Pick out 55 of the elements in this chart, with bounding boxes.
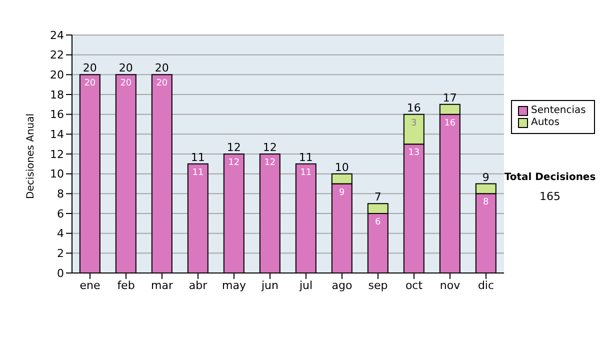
x-tick-label: feb xyxy=(117,278,135,292)
y-tick-label: 20 xyxy=(50,68,64,82)
data-label: 20 xyxy=(120,78,132,89)
data-label: 20 xyxy=(84,78,96,89)
total-label: 20 xyxy=(118,62,133,75)
x-tick-label: dic xyxy=(478,278,494,292)
total-label: 17 xyxy=(442,91,457,104)
x-tick-label: abr xyxy=(188,278,208,292)
x-tick-label: jun xyxy=(260,278,279,292)
total-label: 12 xyxy=(262,141,277,154)
y-tick-label: 4 xyxy=(57,227,64,240)
y-tick-label: 12 xyxy=(50,148,64,161)
data-label: 13 xyxy=(408,148,420,158)
y-tick-label: 22 xyxy=(50,48,64,62)
data-label: 11 xyxy=(300,168,312,178)
legend-label: Sentencias xyxy=(531,105,586,117)
data-label: 6 xyxy=(375,218,382,228)
total-label: 11 xyxy=(190,150,205,164)
text: Total Decisiones xyxy=(503,172,597,183)
y-tick-label: 6 xyxy=(57,207,64,220)
data-label: 11 xyxy=(192,168,204,178)
total-label: 11 xyxy=(298,150,313,164)
total-label: 20 xyxy=(154,62,169,75)
total-label: 12 xyxy=(226,141,241,154)
data-label: 12 xyxy=(228,158,240,168)
x-tick-label: sep xyxy=(368,278,388,292)
legend-label: Autos xyxy=(531,117,560,129)
data-label: 16 xyxy=(444,118,456,128)
y-tick-label: 8 xyxy=(57,188,64,201)
x-tick-label: nov xyxy=(440,278,461,292)
data-label: 8 xyxy=(483,198,490,208)
y-tick-label: 24 xyxy=(50,28,64,42)
text: 165 xyxy=(538,190,562,203)
x-tick-label: oct xyxy=(405,278,424,292)
total-label: 10 xyxy=(334,160,349,174)
total-label: 7 xyxy=(374,190,382,204)
y-tick-label: 18 xyxy=(50,88,64,102)
y-tick-label: 10 xyxy=(50,168,64,181)
x-tick-label: ago xyxy=(332,278,352,292)
data-label: 12 xyxy=(264,158,276,168)
x-tick-label: may xyxy=(222,278,246,292)
data-label: 20 xyxy=(156,78,168,89)
x-tick-label: ene xyxy=(80,278,100,292)
x-tick-label: jul xyxy=(298,278,313,292)
y-tick-label: 14 xyxy=(50,128,64,142)
x-tick-label: mar xyxy=(151,278,174,292)
total-label: 16 xyxy=(406,101,421,114)
y-tick-label: 16 xyxy=(50,108,64,122)
y-tick-label: 2 xyxy=(57,247,64,260)
total-label: 9 xyxy=(482,170,490,184)
data-label: 9 xyxy=(339,188,346,198)
y-tick-label: 0 xyxy=(57,266,64,280)
y-axis-title: Decisiones Anual xyxy=(26,113,37,199)
total-label: 20 xyxy=(82,62,97,75)
data-label: 3 xyxy=(411,118,417,128)
